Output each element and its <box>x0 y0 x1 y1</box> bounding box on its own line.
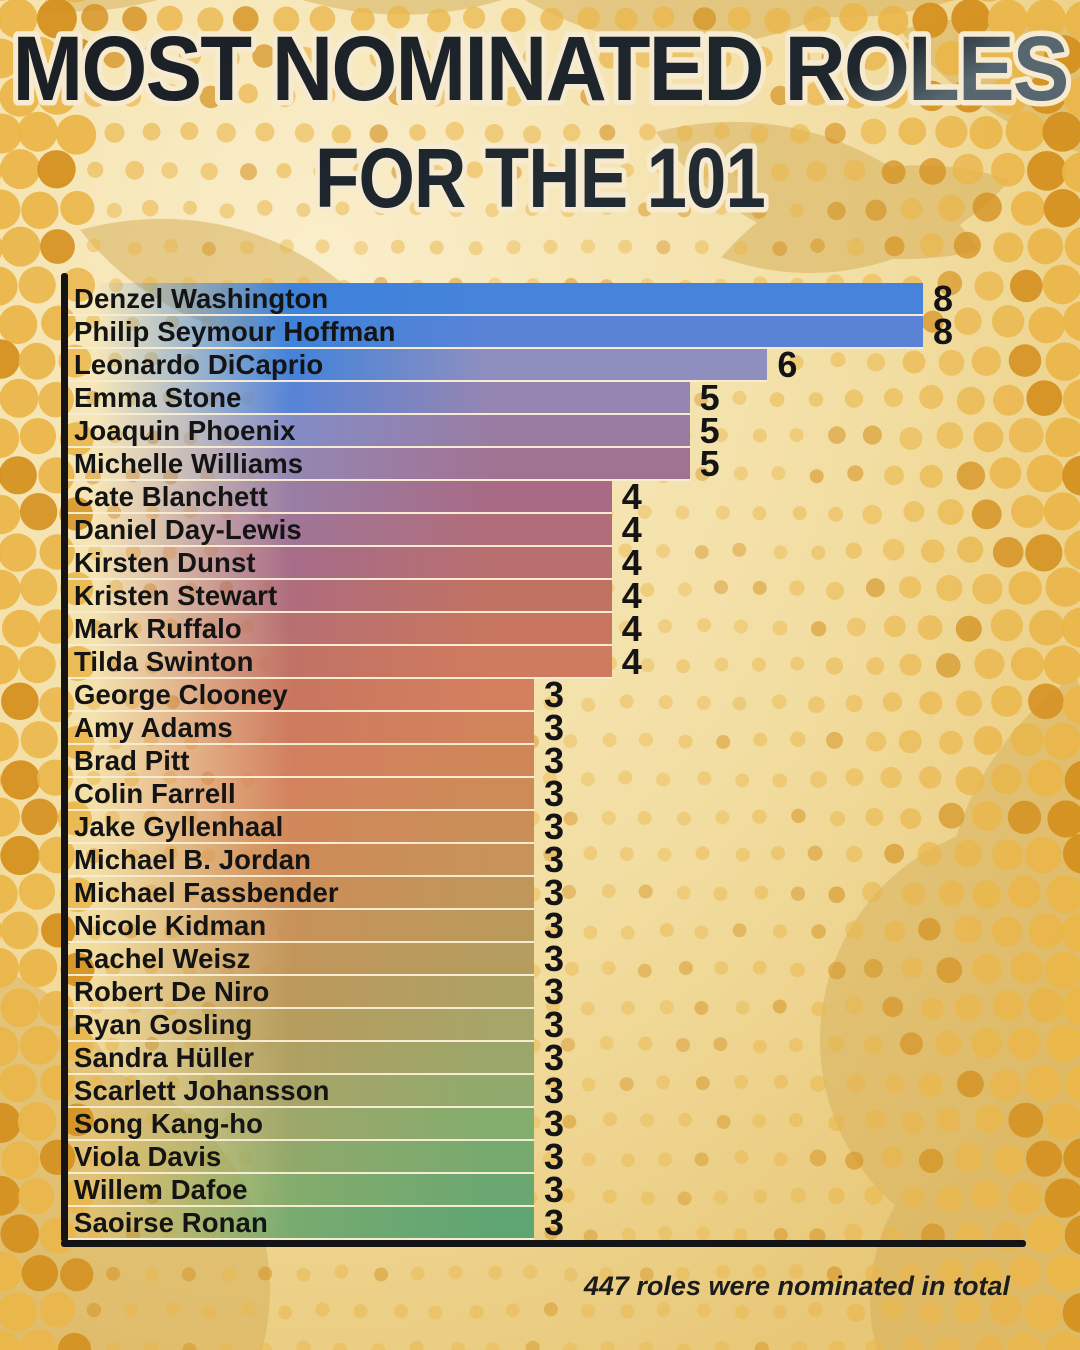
svg-text:FOR THE 101: FOR THE 101 <box>315 131 765 225</box>
svg-text:MOST NOMINATED ROLES: MOST NOMINATED ROLES <box>13 18 1068 120</box>
